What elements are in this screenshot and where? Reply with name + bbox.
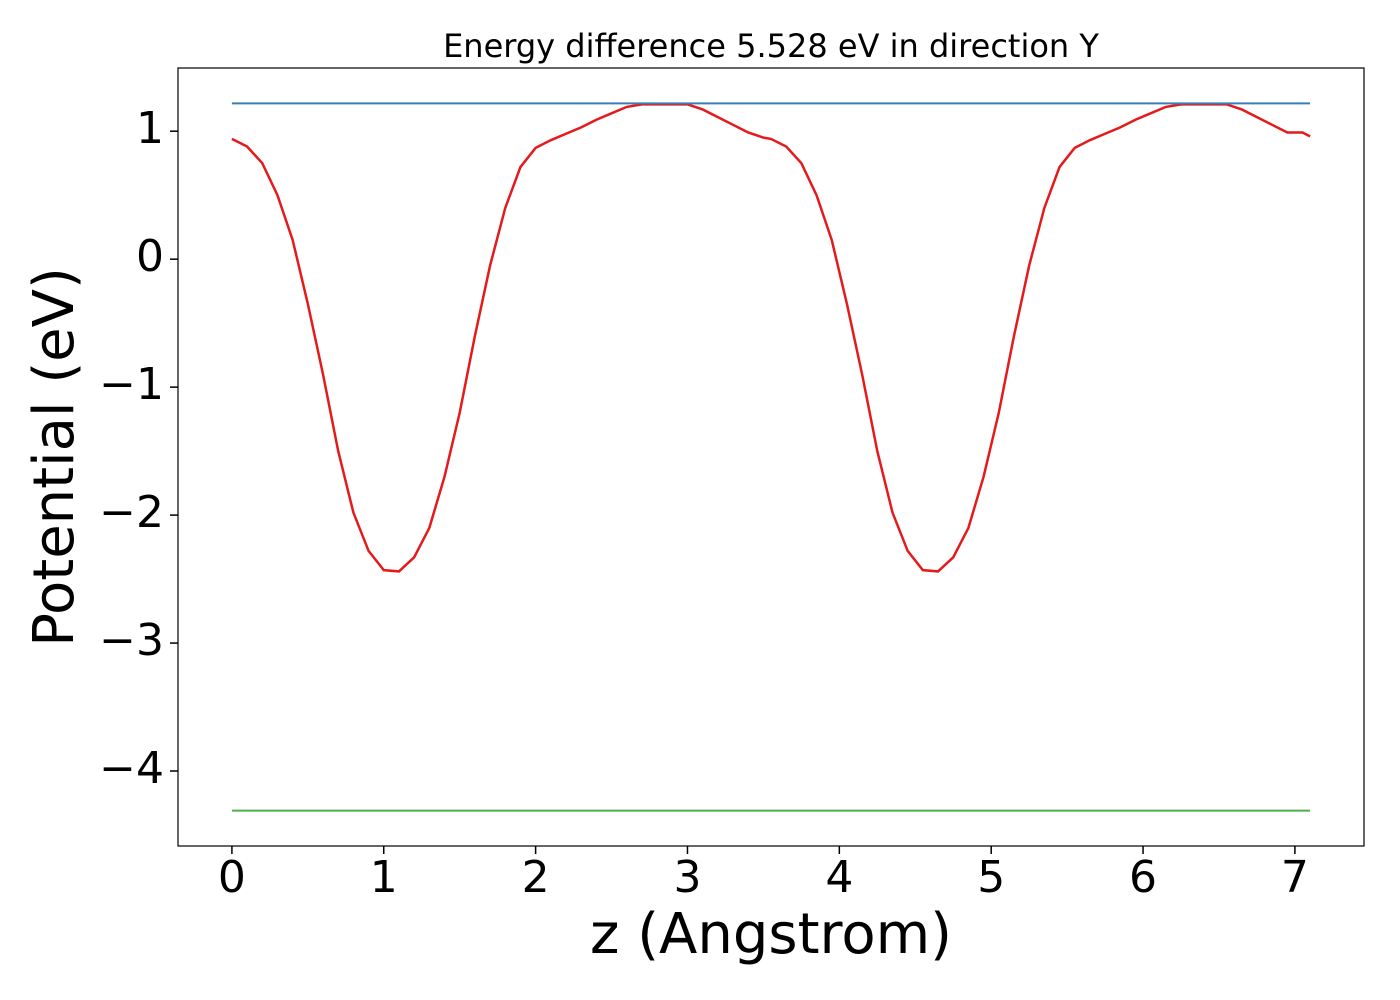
x-tick-label: 3 <box>673 852 701 903</box>
y-tick-label: −2 <box>99 487 164 538</box>
y-tick-label: 0 <box>136 231 164 282</box>
chart-title: Energy difference 5.528 eV in direction … <box>443 27 1099 65</box>
y-tick-label: −1 <box>99 359 164 410</box>
x-tick-label: 1 <box>370 852 398 903</box>
line-series <box>231 103 1311 573</box>
y-tick-label: 1 <box>136 103 164 154</box>
x-axis-label: z (Angstrom) <box>590 902 952 967</box>
x-tick-label: 2 <box>522 852 550 903</box>
x-tick-label: 0 <box>218 852 246 903</box>
x-tick-label: 4 <box>825 852 853 903</box>
x-tick-label: 6 <box>1129 852 1157 903</box>
y-axis-label: Potential (eV) <box>22 267 87 647</box>
x-tick-label: 7 <box>1281 852 1309 903</box>
y-tick-label: −3 <box>99 615 164 666</box>
plot-frame <box>177 67 1365 847</box>
x-tick-label: 5 <box>977 852 1005 903</box>
y-tick-label: −4 <box>99 743 164 794</box>
